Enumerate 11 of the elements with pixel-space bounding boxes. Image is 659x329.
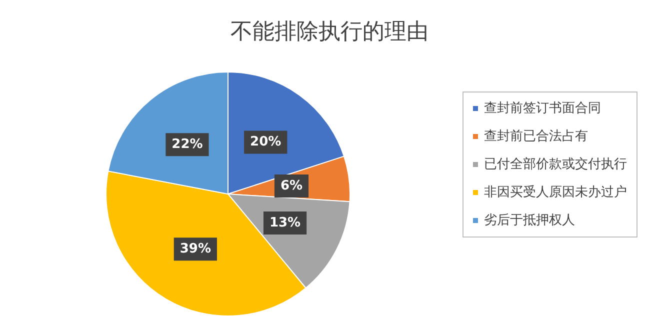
legend-label: 非因买受人原因未办过户 [484, 185, 627, 200]
chart-title: 不能排除执行的理由 [230, 20, 428, 44]
data-label: 20% [250, 134, 282, 150]
legend-label: 查封前已合法占有 [484, 129, 588, 144]
data-label: 22% [172, 137, 203, 152]
legend-label: 劣后于抵押权人 [484, 213, 575, 228]
legend-label: 查封前签订书面合同 [484, 101, 601, 116]
data-label: 13% [269, 216, 301, 231]
legend-label: 已付全部价款或交付执行 [484, 156, 627, 172]
data-label: 39% [180, 242, 211, 257]
data-label: 6% [280, 178, 303, 194]
